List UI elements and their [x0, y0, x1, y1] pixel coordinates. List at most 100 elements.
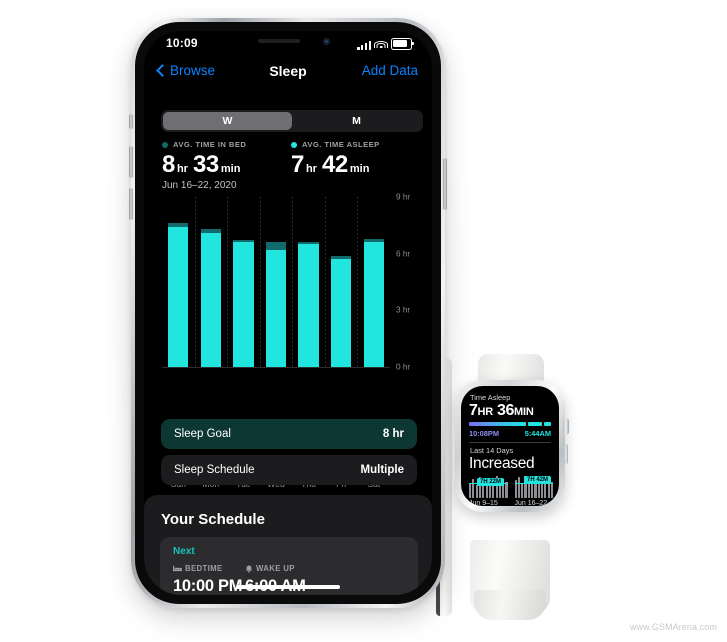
sleep-bar-chart: SunMonTueWedThuFriSat 0 hr3 hr6 hr9 hr [162, 193, 410, 489]
timeline-segment-3 [544, 422, 551, 426]
chart-bar[interactable] [331, 255, 352, 367]
power-button[interactable] [443, 158, 447, 210]
status-indicators [357, 38, 414, 50]
chart-bar-in-bed [331, 255, 352, 260]
mini-bar [531, 481, 534, 498]
chart-bar[interactable] [168, 223, 189, 367]
watch-divider [469, 442, 551, 443]
watch-case: Time Asleep 7 HR 36 MIN 10:08PM 5:44AM Las… [455, 380, 569, 512]
status-bar: 10:09 [144, 31, 432, 57]
bedtime-value: 10:00 PM [173, 577, 243, 595]
chart-y-tick: 6 hr [396, 249, 411, 259]
chart-bar[interactable] [200, 229, 221, 367]
watch-time-asleep-label: Time Asleep [470, 393, 511, 402]
chart-bar-asleep [331, 259, 352, 367]
tab-month[interactable]: M [352, 115, 361, 127]
in-bed-minutes-unit: min [220, 163, 241, 175]
timeline-segment-2 [528, 422, 542, 426]
add-data-button[interactable]: Add Data [361, 63, 418, 78]
volume-up-button[interactable] [129, 146, 133, 178]
chart-bar[interactable] [233, 240, 254, 367]
chart-vertical-gridline [357, 197, 359, 367]
digital-crown-icon[interactable] [563, 418, 569, 435]
mini-bar [502, 479, 505, 498]
mini-bar [469, 482, 472, 498]
wakeup-label: WAKE UP [256, 564, 295, 573]
cellular-signal-icon [357, 40, 371, 50]
asleep-hours: 7 [291, 151, 304, 178]
front-camera-icon [323, 38, 330, 45]
status-time: 10:09 [166, 36, 198, 50]
chart-bar-asleep [168, 227, 189, 367]
chart-gridline [162, 254, 390, 255]
chart-bar-asleep [200, 232, 221, 367]
mini-bar [505, 481, 508, 498]
navigation-bar: Browse Sleep Add Data [144, 57, 432, 87]
chart-bar-in-bed [298, 242, 319, 245]
stat-avg-time-in-bed: 8 hr 33 min [162, 151, 291, 179]
chart-bar[interactable] [265, 242, 287, 367]
tab-week[interactable]: W [163, 112, 292, 130]
back-button-label: Browse [170, 63, 216, 78]
asleep-minutes: 42 [321, 151, 348, 178]
stat-avg-time-asleep: 7 hr 42 min [291, 151, 369, 179]
watch-start-time: 10:08PM [469, 429, 499, 438]
chart-vertical-gridline [227, 197, 229, 367]
bedtime-header: BEDTIME [173, 564, 245, 573]
watermark: www.GSMArena.com [629, 622, 717, 632]
home-indicator[interactable] [236, 585, 340, 589]
mini-bar [550, 481, 554, 498]
watch-mini-charts: 7H 22M 7H 42M [469, 476, 554, 498]
period-segmented-control[interactable]: W M [161, 110, 423, 132]
mini-bar [517, 477, 520, 498]
sleep-schedule-value: Multiple [360, 464, 404, 476]
in-bed-hours: 8 [162, 151, 175, 178]
alarm-bell-icon [245, 564, 253, 573]
chart-gridline [162, 310, 390, 311]
mini-bar [547, 476, 550, 498]
back-button[interactable]: Browse [156, 63, 216, 78]
watch-end-time: 5:44AM [524, 429, 551, 438]
chart-bar-in-bed [265, 242, 287, 250]
mini-bar [537, 483, 540, 498]
battery-icon [391, 38, 414, 50]
legend-label-asleep: AVG. TIME ASLEEP [302, 140, 380, 149]
date-range: Jun 16–22, 2020 [162, 180, 237, 191]
chart-vertical-gridline [259, 197, 261, 367]
in-bed-minutes: 33 [192, 151, 219, 178]
chart-bar[interactable] [363, 238, 384, 367]
mute-switch[interactable] [129, 114, 133, 129]
chart-vertical-gridline [324, 197, 326, 367]
legend-dot-asleep [291, 141, 297, 148]
notch [224, 31, 352, 54]
watch-trend-value: Increased [469, 455, 535, 472]
chart-bar[interactable] [298, 242, 319, 367]
wakeup-header: WAKE UP [245, 564, 317, 573]
volume-down-button[interactable] [129, 188, 133, 220]
iphone-bezel: 10:09 Browse Sleep Add Data [135, 22, 441, 604]
watch-timeline-labels: 10:08PM 5:44AM [469, 429, 551, 438]
chart-vertical-gridline [292, 197, 294, 367]
wifi-icon [374, 40, 388, 50]
your-schedule-card: Your Schedule Next [144, 495, 432, 595]
watch-band-bottom-tip [474, 590, 546, 620]
sleep-goal-row[interactable]: Sleep Goal 8 hr [161, 419, 417, 449]
mini-bars-2 [514, 476, 554, 498]
mini-average-badge-2: 7H 42M [523, 476, 551, 484]
earpiece-speaker-icon [258, 39, 300, 43]
sleep-schedule-label: Sleep Schedule [174, 464, 255, 476]
chart-gridline [162, 197, 390, 198]
sleep-schedule-row[interactable]: Sleep Schedule Multiple [161, 455, 417, 485]
watch-time-asleep-value: 7 HR 36 MIN [469, 402, 534, 420]
chart-bar-asleep [298, 244, 319, 367]
chart-y-tick: 9 hr [396, 192, 411, 202]
mini-average-badge-1: 7H 22M [477, 478, 505, 486]
watch-side-button[interactable] [564, 444, 568, 464]
legend-label-in-bed: AVG. TIME IN BED [173, 140, 247, 149]
timeline-segment-1 [469, 422, 526, 426]
mini-bars-1 [469, 476, 508, 498]
mini-bar [495, 476, 498, 498]
schedule-columns: BEDTIME 10:00 PM Today [173, 564, 408, 595]
mini-chart-date-2: Jun 16–22 [514, 500, 548, 506]
